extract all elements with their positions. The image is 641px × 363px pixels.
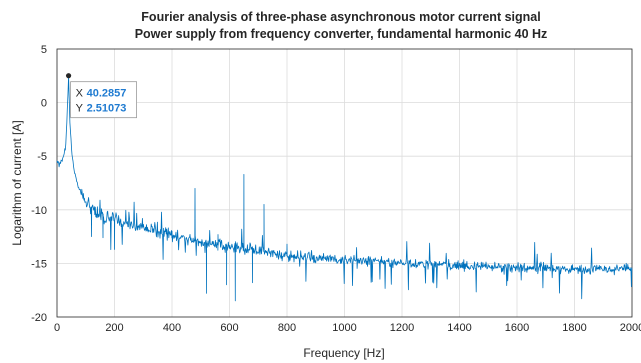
data-tip[interactable]: X 40.2857 Y 2.51073 [65, 73, 137, 119]
chart-subtitle: Power supply from frequency converter, f… [135, 27, 548, 41]
data-tip-y-value: 2.51073 [87, 103, 127, 115]
plot-area-border [56, 48, 633, 318]
y-tick-label: -10 [31, 205, 47, 217]
y-tick-label: -20 [31, 312, 47, 324]
x-tick-label: 400 [163, 322, 181, 334]
x-tick-label: 2000 [620, 322, 641, 334]
x-tick-label: 600 [220, 322, 238, 334]
x-tick-label: 1600 [505, 322, 529, 334]
series-line [56, 75, 633, 302]
x-tick-label: 200 [105, 322, 123, 334]
x-tick-label: 0 [54, 322, 60, 334]
x-tick-label: 1000 [332, 322, 356, 334]
data-tip-x-key: X [76, 88, 84, 100]
data-tip-x-value: 40.2857 [87, 88, 127, 100]
x-axis-label: Frequency [Hz] [303, 346, 384, 360]
y-tick-labels: 5 0 -5 -10 -15 -20 [31, 44, 47, 324]
data-tip-box [70, 81, 137, 119]
x-tick-label: 1800 [562, 322, 586, 334]
x-tick-label: 1400 [447, 322, 471, 334]
series-group [56, 75, 633, 302]
data-tip-y-key: Y [76, 103, 84, 115]
x-tick-labels: 0 200 400 600 800 1000 1200 1400 1600 1800 2000 [54, 322, 641, 334]
y-tick-label: 5 [41, 44, 47, 56]
y-tick-label: -15 [31, 258, 47, 270]
data-tip-marker [65, 73, 72, 79]
x-tick-label: 800 [278, 322, 296, 334]
x-tick-label: 1200 [390, 322, 414, 334]
y-tick-label: 0 [41, 98, 47, 110]
y-tick-label: -5 [37, 151, 47, 163]
y-axis-label: Logarithm of current [A] [10, 120, 24, 245]
chart-title: Fourier analysis of three-phase asynchro… [141, 10, 540, 24]
